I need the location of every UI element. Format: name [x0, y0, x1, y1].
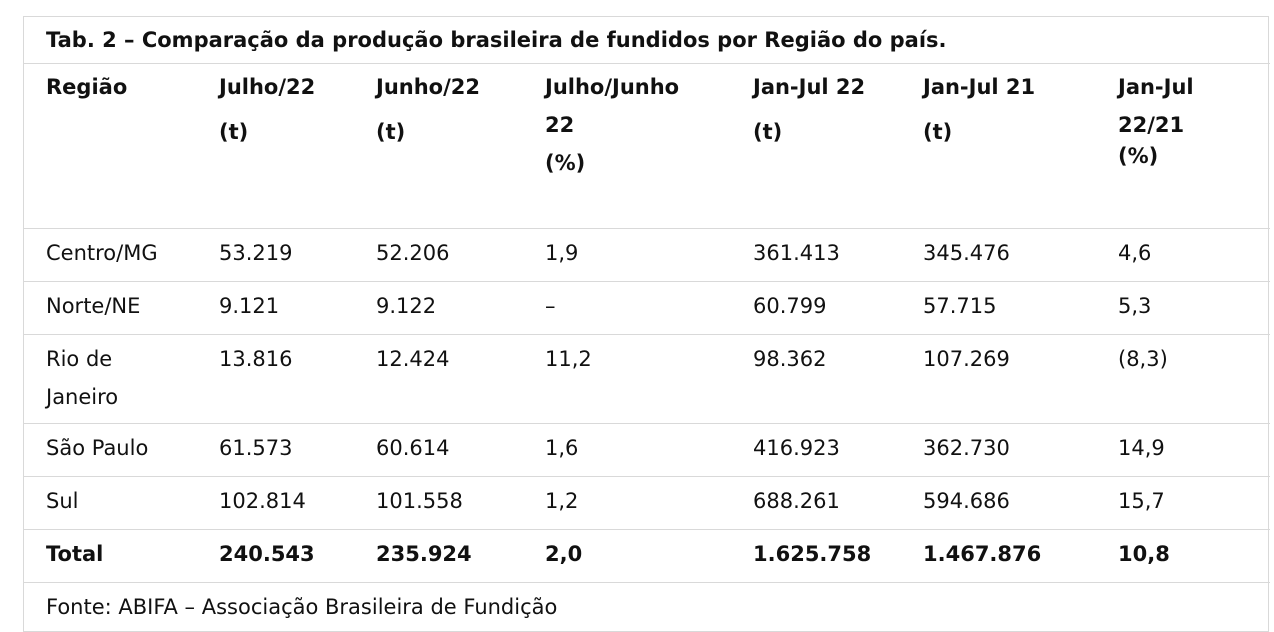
- header-label-line2: 22/21: [1118, 113, 1185, 137]
- header-label: Junho/22: [376, 75, 480, 99]
- header-unit: (t): [923, 120, 953, 144]
- source-note: Fonte: ABIFA – Associação Brasileira de …: [24, 582, 1271, 631]
- table-row: Sul 102.814 101.558 1,2 688.261 594.686 …: [24, 476, 1271, 530]
- cell-total-label: Total: [24, 529, 219, 583]
- cell-jan-jul-22: 98.362: [753, 334, 923, 424]
- production-table-container: Tab. 2 – Comparação da produção brasilei…: [23, 16, 1271, 632]
- cell-total-julho22: 240.543: [219, 529, 376, 583]
- cell-jan-jul-21: 57.715: [923, 281, 1118, 335]
- cell-junho22: 52.206: [376, 228, 545, 282]
- cell-jan-jul-21: 594.686: [923, 476, 1118, 530]
- header-julho22: Julho/22 (t): [219, 63, 376, 229]
- cell-total-julho-junho: 2,0: [545, 529, 753, 583]
- cell-region: Centro/MG: [24, 228, 219, 282]
- header-unit: (t): [753, 120, 783, 144]
- cell-variation: 14,9: [1118, 423, 1271, 477]
- header-label: Jan-Jul: [1118, 75, 1194, 99]
- cell-variation: 4,6: [1118, 228, 1271, 282]
- cell-jan-jul-22: 361.413: [753, 228, 923, 282]
- cell-region: São Paulo: [24, 423, 219, 477]
- table-row: Norte/NE 9.121 9.122 – 60.799 57.715 5,3: [24, 281, 1271, 335]
- cell-variation: 15,7: [1118, 476, 1271, 530]
- cell-julho22: 102.814: [219, 476, 376, 530]
- production-table: Tab. 2 – Comparação da produção brasilei…: [24, 17, 1271, 631]
- cell-total-jan-jul-21: 1.467.876: [923, 529, 1118, 583]
- cell-variation: 5,3: [1118, 281, 1271, 335]
- table-row: Rio de Janeiro 13.816 12.424 11,2 98.362…: [24, 334, 1271, 424]
- cell-julho22: 53.219: [219, 228, 376, 282]
- header-label: Julho/22: [219, 75, 316, 99]
- cell-julho22: 13.816: [219, 334, 376, 424]
- table-row: São Paulo 61.573 60.614 1,6 416.923 362.…: [24, 423, 1271, 477]
- source-row: Fonte: ABIFA – Associação Brasileira de …: [24, 582, 1271, 631]
- header-label: Julho/Junho: [545, 75, 680, 99]
- total-row: Total 240.543 235.924 2,0 1.625.758 1.46…: [24, 529, 1271, 583]
- cell-jan-jul-22: 416.923: [753, 423, 923, 477]
- cell-jan-jul-22: 688.261: [753, 476, 923, 530]
- cell-region: Sul: [24, 476, 219, 530]
- cell-total-junho22: 235.924: [376, 529, 545, 583]
- cell-julho-junho: –: [545, 281, 753, 335]
- header-junho22: Junho/22 (t): [376, 63, 545, 229]
- cell-region: Norte/NE: [24, 281, 219, 335]
- header-row: Região Julho/22 (t) Junho/22 (t) Julho/J…: [24, 63, 1271, 229]
- header-label-line2: 22: [545, 113, 575, 137]
- header-unit: (t): [376, 120, 406, 144]
- header-label: Jan-Jul 22: [753, 75, 866, 99]
- header-label: Jan-Jul 21: [923, 75, 1036, 99]
- cell-jan-jul-21: 107.269: [923, 334, 1118, 424]
- cell-total-jan-jul-22: 1.625.758: [753, 529, 923, 583]
- cell-jan-jul-21: 345.476: [923, 228, 1118, 282]
- header-regiao: Região: [24, 63, 219, 229]
- header-unit: (t): [219, 120, 249, 144]
- cell-junho22: 12.424: [376, 334, 545, 424]
- header-julho-junho: Julho/Junho 22 (%): [545, 63, 753, 229]
- table-title: Tab. 2 – Comparação da produção brasilei…: [46, 28, 947, 52]
- cell-julho-junho: 1,2: [545, 476, 753, 530]
- header-unit: (%): [1118, 144, 1159, 168]
- header-jan-jul-variation: Jan-Jul 22/21 (%): [1118, 63, 1271, 229]
- header-jan-jul-21: Jan-Jul 21 (t): [923, 63, 1118, 229]
- header-unit: (%): [545, 151, 586, 175]
- cell-junho22: 101.558: [376, 476, 545, 530]
- header-label: Região: [46, 75, 128, 99]
- cell-junho22: 60.614: [376, 423, 545, 477]
- cell-julho-junho: 11,2: [545, 334, 753, 424]
- cell-jan-jul-22: 60.799: [753, 281, 923, 335]
- cell-julho22: 61.573: [219, 423, 376, 477]
- cell-variation: (8,3): [1118, 334, 1271, 424]
- cell-total-variation: 10,8: [1118, 529, 1271, 583]
- cell-jan-jul-21: 362.730: [923, 423, 1118, 477]
- cell-julho-junho: 1,6: [545, 423, 753, 477]
- cell-julho-junho: 1,9: [545, 228, 753, 282]
- table-title-row: Tab. 2 – Comparação da produção brasilei…: [24, 17, 1270, 64]
- header-jan-jul-22: Jan-Jul 22 (t): [753, 63, 923, 229]
- cell-region: Rio de Janeiro: [24, 334, 219, 424]
- table-row: Centro/MG 53.219 52.206 1,9 361.413 345.…: [24, 228, 1271, 282]
- cell-junho22: 9.122: [376, 281, 545, 335]
- cell-julho22: 9.121: [219, 281, 376, 335]
